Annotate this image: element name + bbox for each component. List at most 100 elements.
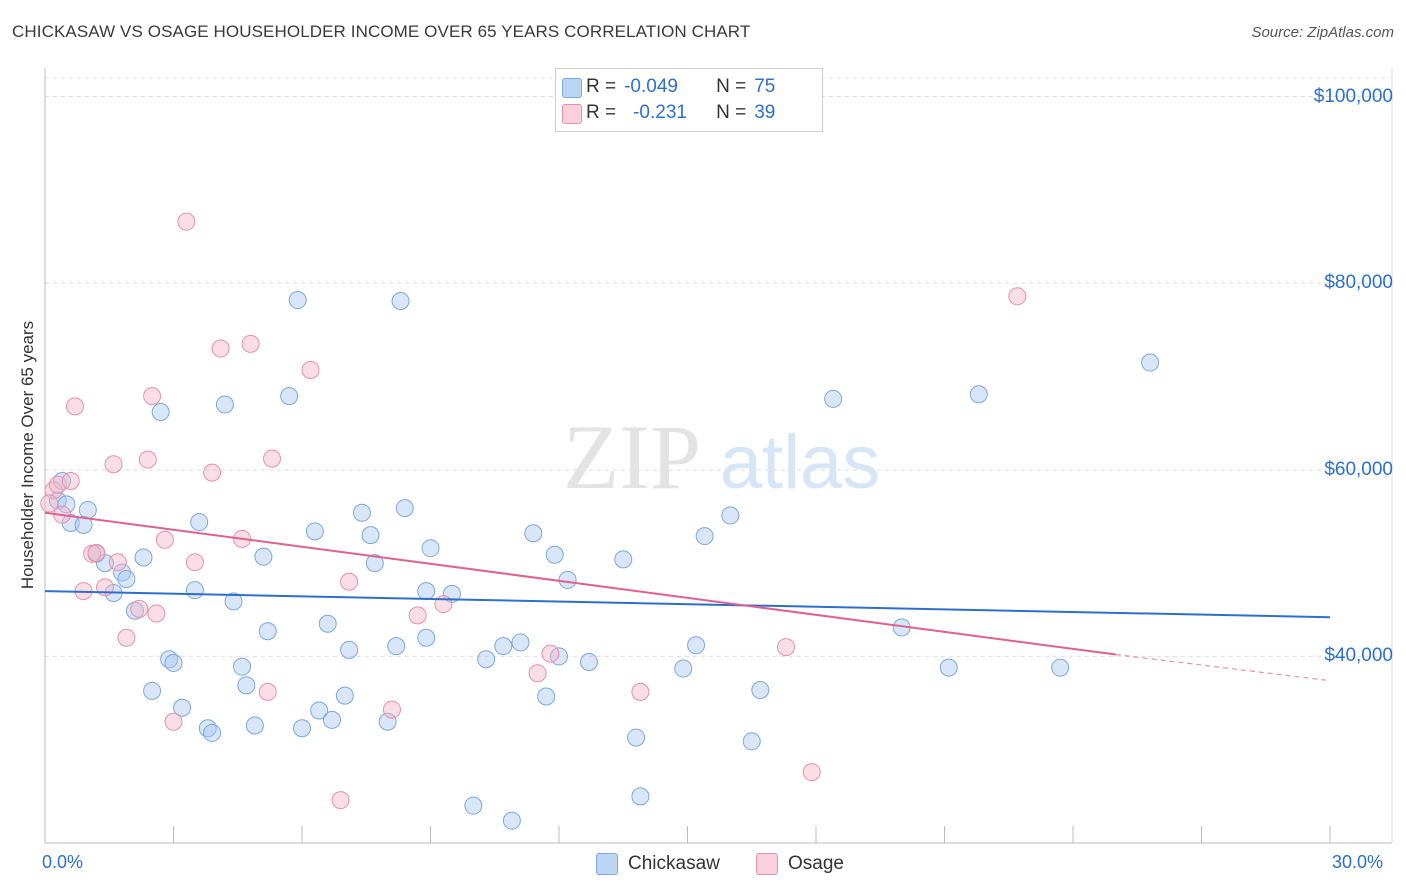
osage-point xyxy=(104,455,123,474)
x-tick-label-max: 30.0% xyxy=(1332,852,1384,872)
legend-row-chickasaw: R = -0.049 N = 75 xyxy=(562,75,776,99)
osage-point xyxy=(340,572,359,591)
osage-point xyxy=(138,450,157,469)
osage-point xyxy=(631,682,650,701)
grid-lines xyxy=(45,77,1392,657)
chickasaw-point xyxy=(258,622,277,641)
chickasaw-point xyxy=(417,628,436,647)
chickasaw-point xyxy=(421,539,440,558)
legend-item-chickasaw: Chickasaw xyxy=(596,852,720,876)
chickasaw-point xyxy=(203,723,222,742)
osage-point xyxy=(108,553,127,572)
osage-point xyxy=(301,361,320,380)
chickasaw-point xyxy=(224,592,243,611)
chickasaw-point xyxy=(164,653,183,672)
osage-point xyxy=(177,212,196,231)
chickasaw-point xyxy=(537,687,556,706)
osage-point xyxy=(331,791,350,810)
chickasaw-point xyxy=(742,732,761,751)
chickasaw-point xyxy=(134,548,153,567)
series-chickasaw-points xyxy=(48,291,1160,830)
chickasaw-point xyxy=(233,657,252,676)
legend-swatch-osage xyxy=(756,853,778,875)
chickasaw-point xyxy=(143,681,162,700)
n-value: 75 xyxy=(754,76,776,97)
chickasaw-point xyxy=(511,633,530,652)
osage-point xyxy=(263,449,282,468)
legend-row-osage: R = -0.231 N = 39 xyxy=(562,101,775,125)
chickasaw-point xyxy=(391,291,410,310)
osage-point xyxy=(777,638,796,657)
chickasaw-point xyxy=(318,614,337,633)
chickasaw-point xyxy=(687,636,706,655)
osage-point xyxy=(528,664,547,683)
chickasaw-point xyxy=(352,503,371,522)
n-label: N = xyxy=(716,76,747,97)
chickasaw-point xyxy=(78,500,97,519)
chickasaw-point xyxy=(1051,658,1070,677)
osage-point xyxy=(258,682,277,701)
chickasaw-point xyxy=(280,387,299,406)
chickasaw-point xyxy=(824,389,843,408)
legend-swatch-osage xyxy=(562,104,582,124)
chickasaw-point xyxy=(1141,353,1160,372)
osage-point xyxy=(40,494,59,513)
chickasaw-point xyxy=(310,701,329,720)
r-value: -0.049 xyxy=(624,76,678,97)
osage-point xyxy=(382,700,401,719)
chickasaw-point xyxy=(464,796,483,815)
chickasaw-point xyxy=(322,710,341,729)
chickasaw-trend-line xyxy=(44,590,1331,619)
chickasaw-point xyxy=(173,698,192,717)
y-tick-label: $80,000 xyxy=(1324,272,1393,294)
chickasaw-point xyxy=(395,499,414,518)
osage-point xyxy=(65,397,84,416)
chickasaw-point xyxy=(751,681,770,699)
chickasaw-point xyxy=(939,658,958,677)
chickasaw-point xyxy=(237,676,256,695)
chickasaw-point xyxy=(494,637,513,656)
legend-label-osage: Osage xyxy=(788,853,844,874)
osage-point xyxy=(130,599,149,618)
y-tick-label: $60,000 xyxy=(1324,458,1393,480)
chickasaw-point xyxy=(502,811,521,830)
watermark: ZIP atlas xyxy=(563,406,880,508)
legend-label-chickasaw: Chickasaw xyxy=(628,853,720,874)
chickasaw-point xyxy=(74,515,93,534)
chickasaw-point xyxy=(674,659,693,678)
osage-point xyxy=(241,334,260,353)
osage-point xyxy=(203,463,222,482)
r-label: R = xyxy=(586,102,617,123)
chickasaw-point xyxy=(579,653,598,672)
series-osage-points xyxy=(40,212,1027,810)
y-tick-label: $100,000 xyxy=(1313,85,1393,107)
chickasaw-point xyxy=(117,569,136,588)
osage-point xyxy=(61,472,80,491)
correlation-legend: R = -0.049 N = 75 R = -0.231 N = 39 xyxy=(555,68,823,132)
chickasaw-point xyxy=(293,719,311,738)
chickasaw-point xyxy=(969,385,988,404)
y-axis-label: Householder Income Over 65 years xyxy=(18,320,37,590)
chickasaw-point xyxy=(614,550,633,569)
source-label: Source: ZipAtlas.com xyxy=(1251,24,1394,41)
chickasaw-point xyxy=(151,402,170,421)
watermark-atlas: atlas xyxy=(720,420,881,505)
chickasaw-point xyxy=(721,506,740,525)
chickasaw-point xyxy=(340,640,359,659)
chickasaw-point xyxy=(545,545,564,564)
legend-swatch-chickasaw xyxy=(562,78,582,98)
chickasaw-point xyxy=(695,527,714,546)
osage-point xyxy=(117,628,136,647)
osage-point xyxy=(802,763,821,782)
axes xyxy=(44,68,1393,844)
osage-trend-line xyxy=(44,511,1116,656)
osage-point xyxy=(147,604,166,623)
osage-point xyxy=(155,530,174,549)
chickasaw-point xyxy=(417,582,436,601)
watermark-zip: ZIP xyxy=(563,406,701,508)
chickasaw-point xyxy=(215,395,234,414)
chickasaw-point xyxy=(477,650,496,669)
osage-point xyxy=(541,644,560,663)
chickasaw-point xyxy=(305,522,324,541)
chickasaw-point xyxy=(254,547,273,566)
